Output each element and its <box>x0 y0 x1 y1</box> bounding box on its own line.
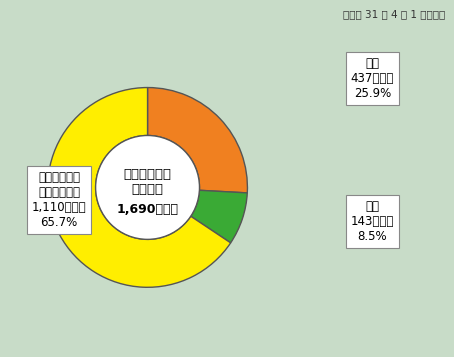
Wedge shape <box>48 87 231 287</box>
Text: 市町村数: 市町村数 <box>132 183 163 196</box>
Text: 一部事務組合
及び広域連合
1,110市町村
65.7%: 一部事務組合 及び広域連合 1,110市町村 65.7% <box>32 171 86 229</box>
Text: 単独
437市町村
25.9%: 単独 437市町村 25.9% <box>350 57 394 100</box>
Wedge shape <box>148 87 247 193</box>
Circle shape <box>96 136 199 239</box>
Wedge shape <box>191 190 247 243</box>
Text: 1,690市町村: 1,690市町村 <box>117 203 178 216</box>
Text: （平成 31 年 4 月 1 日現在）: （平成 31 年 4 月 1 日現在） <box>343 9 445 19</box>
Text: 救急業務実施: 救急業務実施 <box>123 168 172 181</box>
Text: 委託
143市町村
8.5%: 委託 143市町村 8.5% <box>350 200 394 243</box>
